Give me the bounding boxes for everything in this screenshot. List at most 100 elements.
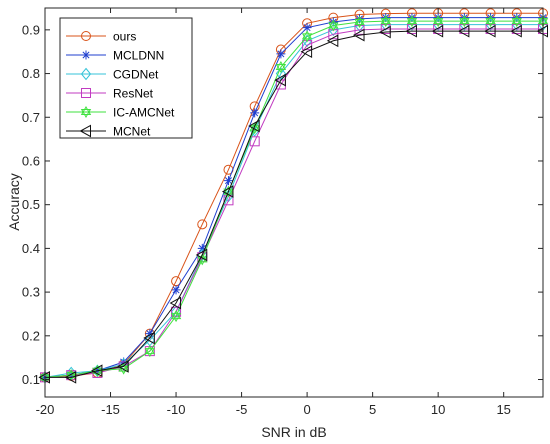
- legend-label: CGDNet: [113, 68, 159, 82]
- data-point: [433, 18, 444, 31]
- data-point-up: [380, 15, 391, 25]
- data-point: [275, 67, 287, 80]
- legend-marker: [81, 31, 91, 41]
- y-tick-label: 0.6: [22, 153, 40, 168]
- data-point: [405, 24, 417, 38]
- legend-entry: MCLDNN: [66, 49, 164, 63]
- data-point-up: [170, 310, 182, 320]
- data-point: [459, 15, 470, 28]
- data-point: [117, 360, 129, 373]
- legend-entry: IC-AMCNet: [66, 106, 175, 120]
- data-point: [301, 30, 313, 43]
- data-point-up: [354, 15, 365, 25]
- data-point: [407, 13, 417, 23]
- data-point: [275, 61, 287, 74]
- legend-marker: [80, 105, 92, 119]
- legend-label: MCLDNN: [113, 49, 164, 63]
- y-tick-label: 0.2: [22, 328, 40, 343]
- data-point: [432, 15, 444, 28]
- data-point: [354, 15, 365, 28]
- data-point: [379, 25, 391, 39]
- legend-entry: ResNet: [66, 87, 154, 101]
- data-point-up: [328, 19, 339, 29]
- data-point: [197, 219, 208, 230]
- legend-marker: [81, 50, 91, 60]
- legend-entry: CGDNet: [66, 68, 159, 82]
- series-mcldnn: [40, 13, 548, 382]
- data-point-up: [511, 15, 522, 25]
- y-axis-label: Accuracy: [6, 173, 22, 231]
- data-point: [355, 14, 365, 24]
- data-point-down: [170, 313, 182, 323]
- y-tick-label: 0.1: [22, 372, 40, 387]
- data-point: [169, 296, 182, 310]
- data-point: [328, 19, 339, 32]
- data-point: [248, 119, 260, 133]
- data-point: [143, 331, 155, 345]
- x-tick-label: 15: [496, 402, 510, 417]
- data-point: [511, 18, 522, 31]
- data-point: [300, 45, 313, 59]
- data-point-down: [328, 22, 339, 32]
- data-point: [354, 19, 365, 32]
- data-point: [485, 18, 496, 31]
- legend-entry: MCNet: [66, 125, 151, 139]
- y-tick-label: 0.3: [22, 285, 40, 300]
- x-tick-label: 10: [431, 402, 445, 417]
- data-point: [486, 13, 496, 23]
- data-point: [276, 49, 286, 59]
- data-point: [484, 24, 496, 38]
- data-point-up: [301, 30, 313, 40]
- data-point: [510, 24, 522, 38]
- data-point: [171, 285, 181, 295]
- data-point-up: [144, 345, 156, 355]
- plot-frame: [44, 7, 544, 398]
- data-point: [380, 18, 391, 31]
- x-tick-label: -20: [36, 402, 55, 417]
- x-tick-label: 5: [369, 402, 376, 417]
- data-point: [145, 329, 155, 339]
- data-point-down: [301, 33, 313, 43]
- data-point-up: [249, 122, 260, 132]
- legend-entry: ours: [66, 30, 136, 44]
- data-point: [221, 185, 234, 198]
- legend-label: ours: [113, 30, 136, 44]
- series-mcnet: [38, 24, 548, 384]
- data-point: [485, 15, 496, 28]
- y-tick-label: 0.8: [22, 66, 40, 81]
- data-point-down: [432, 18, 444, 28]
- data-point-up: [485, 15, 496, 25]
- ticks-layer: -20 -15 -10 -5 0 5 10 15 0.1 0.2 0.3 0.4 0.5 0.6 0.7 0.…: [22, 8, 543, 417]
- legend-label: MCNet: [113, 125, 151, 139]
- data-point-down: [144, 348, 156, 358]
- data-point: [352, 28, 365, 42]
- x-tick-label: -10: [167, 402, 186, 417]
- data-point: [457, 24, 470, 38]
- data-point: [249, 136, 260, 147]
- data-point-up: [406, 15, 418, 25]
- data-point: [64, 370, 77, 384]
- data-point-up: [432, 15, 444, 25]
- data-point: [274, 73, 286, 87]
- data-point: [459, 13, 469, 23]
- data-point: [380, 15, 391, 28]
- data-point: [195, 248, 208, 262]
- x-tick-label: -5: [236, 402, 248, 417]
- legend-marker-down: [80, 109, 92, 119]
- y-tick-label: 0.5: [22, 197, 40, 212]
- series-layer: [38, 8, 549, 384]
- x-tick-label: 0: [303, 402, 310, 417]
- data-point-up: [275, 61, 287, 71]
- y-tick-label: 0.9: [22, 22, 40, 37]
- y-tick-label: 0.7: [22, 110, 40, 125]
- data-point: [433, 13, 443, 23]
- y-tick-label: 0.4: [22, 241, 40, 256]
- legend-marker: [80, 67, 92, 81]
- data-point: [144, 345, 156, 358]
- data-point-down: [459, 18, 470, 28]
- data-point: [326, 34, 339, 48]
- data-point-up: [459, 15, 470, 25]
- data-point-down: [275, 64, 287, 74]
- data-point: [431, 24, 444, 38]
- x-axis-label: SNR in dB: [261, 424, 326, 440]
